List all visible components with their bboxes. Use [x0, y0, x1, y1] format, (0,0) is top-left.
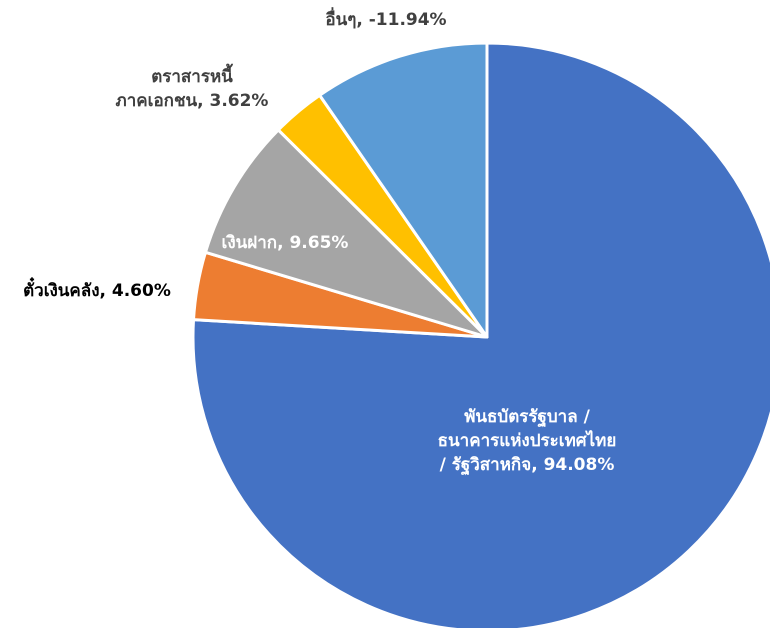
pie-slice-4	[318, 41, 489, 339]
slice-label-2-line-0: เงินฝาก, 9.65%	[222, 233, 349, 253]
slice-label-3: ตราสารหนี้ภาคเอกชน, 3.62%	[116, 63, 269, 111]
pie-labels: พันธบัตรรัฐบาล /ธนาคารแห่งประเทศไทย / รัฐ…	[23, 7, 616, 476]
slice-label-4: อื่นๆ, -11.94%	[325, 7, 446, 30]
pie-slice-2	[203, 128, 489, 339]
pie-slice-0	[191, 41, 770, 628]
slice-label-4-line-0: อื่นๆ, -11.94%	[325, 7, 446, 30]
slice-label-0: พันธบัตรรัฐบาล /ธนาคารแห่งประเทศไทย / รัฐ…	[438, 407, 617, 476]
slice-label-0-line-0: พันธบัตรรัฐบาล /	[464, 407, 590, 428]
slice-label-3-line-0: ตราสารหนี้	[151, 63, 233, 87]
slice-label-0-line-1: ธนาคารแห่งประเทศไทย	[438, 430, 617, 451]
slice-label-1-line-0: ตั๋วเงินคลัง, 4.60%	[23, 277, 171, 301]
slice-label-2: เงินฝาก, 9.65%	[222, 233, 349, 253]
pie-slices	[191, 41, 770, 628]
slice-label-0-line-2: / รัฐวิสาหกิจ, 94.08%	[440, 455, 615, 476]
slice-label-3-line-1: ภาคเอกชน, 3.62%	[116, 91, 269, 111]
slice-label-1: ตั๋วเงินคลัง, 4.60%	[23, 277, 171, 301]
